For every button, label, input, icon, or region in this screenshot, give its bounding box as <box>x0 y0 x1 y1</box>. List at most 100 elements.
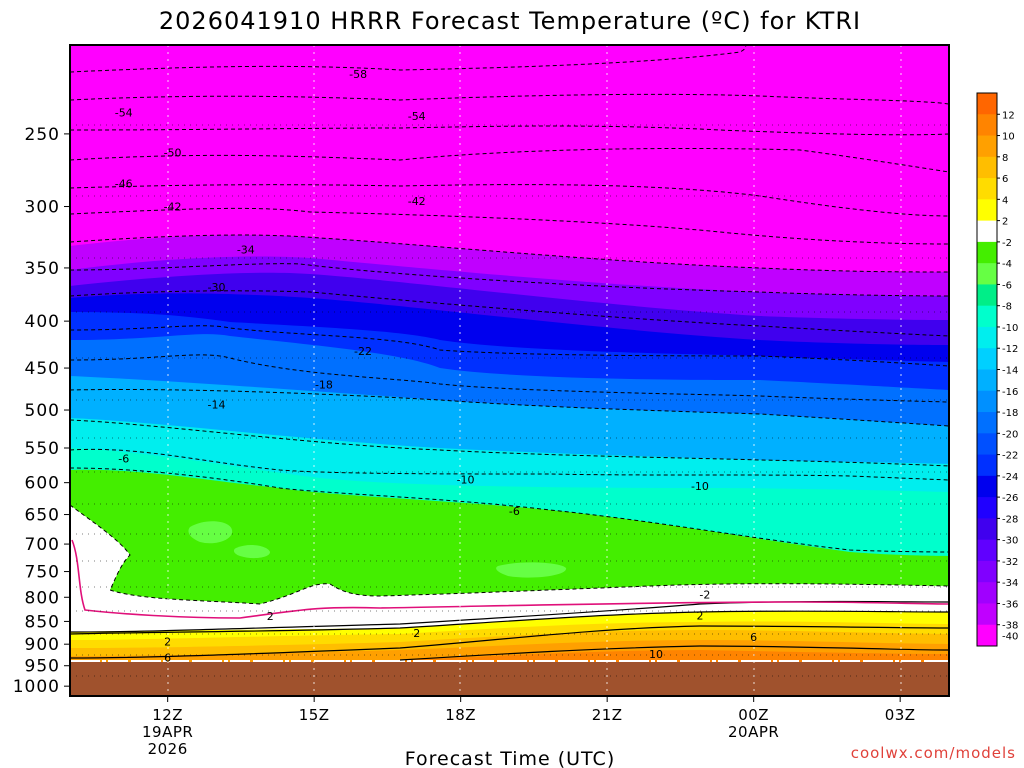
contour-18 <box>70 354 949 403</box>
contour-label: -42 <box>164 201 182 214</box>
colorbar-swatch <box>977 199 997 222</box>
contour-2 <box>70 504 949 605</box>
contour-10 <box>70 419 949 467</box>
colorbar-swatch <box>977 433 997 456</box>
colorbar-label: 8 <box>1002 153 1008 164</box>
colorbar-swatch <box>977 220 997 243</box>
contour-label: -58 <box>349 68 367 81</box>
y-tick-label: 1000 <box>13 677 60 697</box>
contour-labels: -58-54 -54-50-46-42 -42-34-30-22-18-14-6-1… <box>115 68 757 665</box>
contour-42 <box>70 184 949 217</box>
contour-46 <box>70 147 949 173</box>
colorbar-swatch <box>977 412 997 434</box>
blob-light-green-2 <box>233 545 270 559</box>
colorbar-label: 6 <box>1002 174 1008 185</box>
colorbar-label: -4 <box>1002 259 1012 270</box>
colorbar-label: -10 <box>1002 323 1018 334</box>
contour-14 <box>70 388 949 427</box>
contour-30 <box>70 263 949 297</box>
colorbar-label: -30 <box>1002 536 1018 547</box>
x-tick-label: 00Z <box>738 706 769 724</box>
colorbar-label: -14 <box>1002 366 1018 377</box>
contour-label: 2 <box>696 609 703 622</box>
colorbar-label: -40 <box>1002 631 1018 642</box>
blob-light-green-1 <box>188 521 233 544</box>
colorbar-label: -8 <box>1002 302 1012 313</box>
colorbar-swatch <box>977 156 997 179</box>
contour-54a <box>70 93 949 105</box>
colorbar-swatch <box>977 475 997 498</box>
x-axis-title: Forecast Time (UTC) <box>405 748 615 768</box>
contour-label: -10 <box>457 473 475 486</box>
contour-label: 2 <box>267 610 274 623</box>
colorbar-label: 12 <box>1002 110 1015 121</box>
y-tick-label: 450 <box>25 359 60 379</box>
credit-link[interactable]: coolwx.com/models <box>851 744 1016 762</box>
contour-label: -22 <box>354 345 372 358</box>
contour-label: -30 <box>208 281 226 294</box>
contour-22 <box>70 325 949 367</box>
colorbar-swatch <box>977 326 997 349</box>
colorbar-swatch <box>977 518 997 541</box>
x-date-label: 20APR <box>728 723 779 741</box>
y-tick-label: 850 <box>25 612 60 632</box>
colorbar-swatch <box>977 178 997 200</box>
colorbar-label: 4 <box>1002 195 1008 206</box>
colorbar-label: 10 <box>1002 132 1015 143</box>
contour-label: 2 <box>164 636 171 649</box>
colorbar-swatch <box>977 454 997 477</box>
contour-label: -2 <box>699 588 710 601</box>
contour-label: -14 <box>208 398 226 411</box>
colorbar-swatch <box>977 114 997 137</box>
contour-label: 2 <box>413 627 420 640</box>
colorbar-label: -38 <box>1002 621 1018 632</box>
colorbar-label: -6 <box>1002 280 1012 291</box>
contour-pos-10 <box>399 645 949 661</box>
y-tick-label: 400 <box>25 312 60 332</box>
contour-26 <box>70 290 949 337</box>
colorbar-swatch <box>977 241 997 264</box>
contour-label: -6 <box>118 453 129 466</box>
contours-negative <box>70 45 949 605</box>
y-tick-label: 800 <box>25 588 60 608</box>
y-tick-label: 600 <box>25 474 60 494</box>
colorbar-label: -34 <box>1002 578 1018 589</box>
y-tick-label: 950 <box>25 657 60 677</box>
blob-light-green-3 <box>496 562 567 578</box>
colorbar-swatch <box>977 93 997 115</box>
colorbar-swatch <box>977 263 997 285</box>
colorbar-swatch <box>977 369 997 392</box>
contour-58 <box>70 45 747 73</box>
colorbar-label: -36 <box>1002 599 1018 610</box>
y-tick-label: 500 <box>25 401 60 421</box>
colorbar-swatch <box>977 348 997 370</box>
contour-label: -54 <box>408 110 426 123</box>
colorbar-label: -12 <box>1002 344 1018 355</box>
y-tick-label: 250 <box>25 125 60 145</box>
chart-title: 2026041910 HRRR Forecast Temperature (ºC… <box>159 7 861 35</box>
colorbar-label: -16 <box>1002 387 1018 398</box>
plot-frame <box>69 44 950 697</box>
colorbar-swatch <box>977 497 997 519</box>
colorbar-swatch <box>977 624 997 647</box>
contour-pos-2a <box>70 610 949 635</box>
x-date-label: 19APR <box>142 723 193 741</box>
x-tick-label: 12Z <box>152 706 183 724</box>
colorbar-swatch <box>977 603 997 626</box>
ground <box>70 662 949 696</box>
contour-label: -34 <box>237 243 255 256</box>
contour-6b <box>70 467 949 553</box>
contour-38 <box>70 207 949 245</box>
colorbar-label: -18 <box>1002 408 1018 419</box>
x-date-label: 2026 <box>148 740 188 758</box>
plot-fill <box>70 45 949 696</box>
contour-label: -10 <box>691 480 709 493</box>
colorbar-label: -2 <box>1002 238 1012 249</box>
contour-label: 6 <box>750 631 757 644</box>
colorbar-swatch <box>977 539 997 562</box>
contour-label: 10 <box>649 648 663 661</box>
contour-6 <box>70 448 949 481</box>
colorbar-swatch <box>977 135 997 158</box>
